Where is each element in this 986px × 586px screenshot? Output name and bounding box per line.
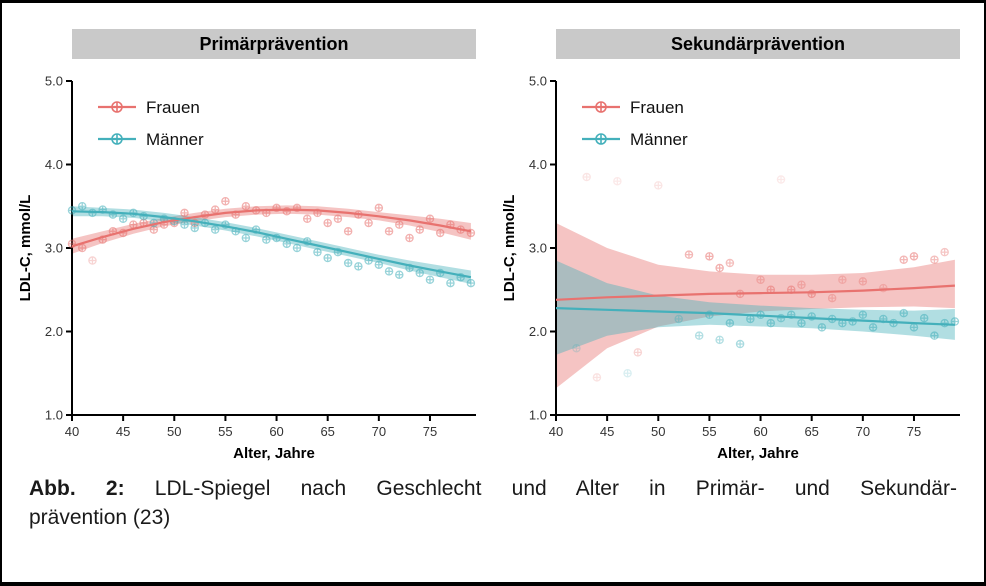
x-tick-label: 40 <box>549 424 563 439</box>
legend-entry-frauen: Frauen <box>98 98 200 117</box>
x-tick-label: 65 <box>804 424 818 439</box>
trend-line-männer <box>555 307 955 326</box>
x-tick-label: 65 <box>320 424 334 439</box>
confidence-band-männer <box>556 260 955 355</box>
x-tick-label: 50 <box>651 424 665 439</box>
scatter-points-männer <box>67 201 476 288</box>
x-axis-title: Alter, Jahre <box>233 445 315 462</box>
x-tick-label: 75 <box>907 424 921 439</box>
trend-line-frauen <box>71 208 472 248</box>
y-axis-title: LDL-C, mmol/L <box>17 195 34 302</box>
legend-marker-frauen-icon <box>595 101 607 113</box>
legend-label-männer: Männer <box>146 130 204 149</box>
caption-line-1: Abb. 2: LDL-Spiegel nach Geschlecht und … <box>29 475 957 504</box>
x-tick-label: 50 <box>167 424 181 439</box>
x-tick-label: 55 <box>218 424 232 439</box>
x-tick-label: 45 <box>116 424 130 439</box>
trend-line-frauen <box>555 284 955 301</box>
panel-title-primaer: Primärprävention <box>72 29 476 59</box>
x-tick-label: 60 <box>269 424 283 439</box>
y-tick-label: 2.0 <box>45 324 63 339</box>
x-tick-label: 45 <box>600 424 614 439</box>
caption-text-1: LDL-Spiegel nach Geschlecht und Alter in… <box>154 477 957 500</box>
figure-caption: Abb. 2: LDL-Spiegel nach Geschlecht und … <box>29 475 957 533</box>
legend-label-frauen: Frauen <box>630 98 684 117</box>
panel-primaerpraevention: Primärprävention 1.0 2.0 3.0 4.0 5.0 40 45 50 55… <box>16 29 486 465</box>
legend-marker-männer-icon <box>595 133 607 145</box>
legend-entry-männer: Männer <box>98 130 204 149</box>
scatter-points-frauen <box>582 172 949 382</box>
y-tick-label: 1.0 <box>529 408 547 423</box>
x-tick-label: 60 <box>753 424 767 439</box>
legend-label-frauen: Frauen <box>146 98 200 117</box>
y-tick-label: 1.0 <box>45 408 63 423</box>
x-tick-label: 55 <box>702 424 716 439</box>
y-tick-label: 5.0 <box>45 74 63 89</box>
legend-label-männer: Männer <box>630 130 688 149</box>
chart-primaerpraevention: 1.0 2.0 3.0 4.0 5.0 40 45 50 55 60 65 70 75 Alter, Ja… <box>17 74 476 462</box>
y-tick-label: 2.0 <box>529 324 547 339</box>
x-tick-label: 70 <box>856 424 870 439</box>
y-tick-label: 3.0 <box>529 241 547 256</box>
x-tick-label: 75 <box>423 424 437 439</box>
panel-title-sekundaer: Sekundärprävention <box>556 29 960 59</box>
y-tick-label: 4.0 <box>529 157 547 172</box>
confidence-band-frauen <box>556 223 955 389</box>
y-axis-title: LDL-C, mmol/L <box>501 195 518 302</box>
legend-marker-männer-icon <box>111 133 123 145</box>
caption-label: Abb. 2: <box>29 477 125 500</box>
x-tick-label: 70 <box>372 424 386 439</box>
x-axis-title: Alter, Jahre <box>717 445 799 462</box>
chart-sekundaerpraevention: 1.0 2.0 3.0 4.0 5.0 40 45 50 55 60 65 70 75 Alter, Ja… <box>501 74 960 462</box>
legend-marker-frauen-icon <box>111 101 123 113</box>
chart-panels-row: Primärprävention 1.0 2.0 3.0 4.0 5.0 40 45 50 55… <box>2 3 984 465</box>
legend-entry-frauen: Frauen <box>582 98 684 117</box>
y-tick-label: 4.0 <box>45 157 63 172</box>
legend-entry-männer: Männer <box>582 130 688 149</box>
y-tick-label: 3.0 <box>45 241 63 256</box>
caption-line-2: prävention (23) <box>29 505 171 529</box>
panel-sekundaerpraevention: Sekundärprävention 1.0 2.0 3.0 4.0 5.0 40 45 50… <box>500 29 970 465</box>
x-tick-label: 40 <box>65 424 79 439</box>
y-tick-label: 5.0 <box>529 74 547 89</box>
trend-line-männer <box>71 210 472 279</box>
